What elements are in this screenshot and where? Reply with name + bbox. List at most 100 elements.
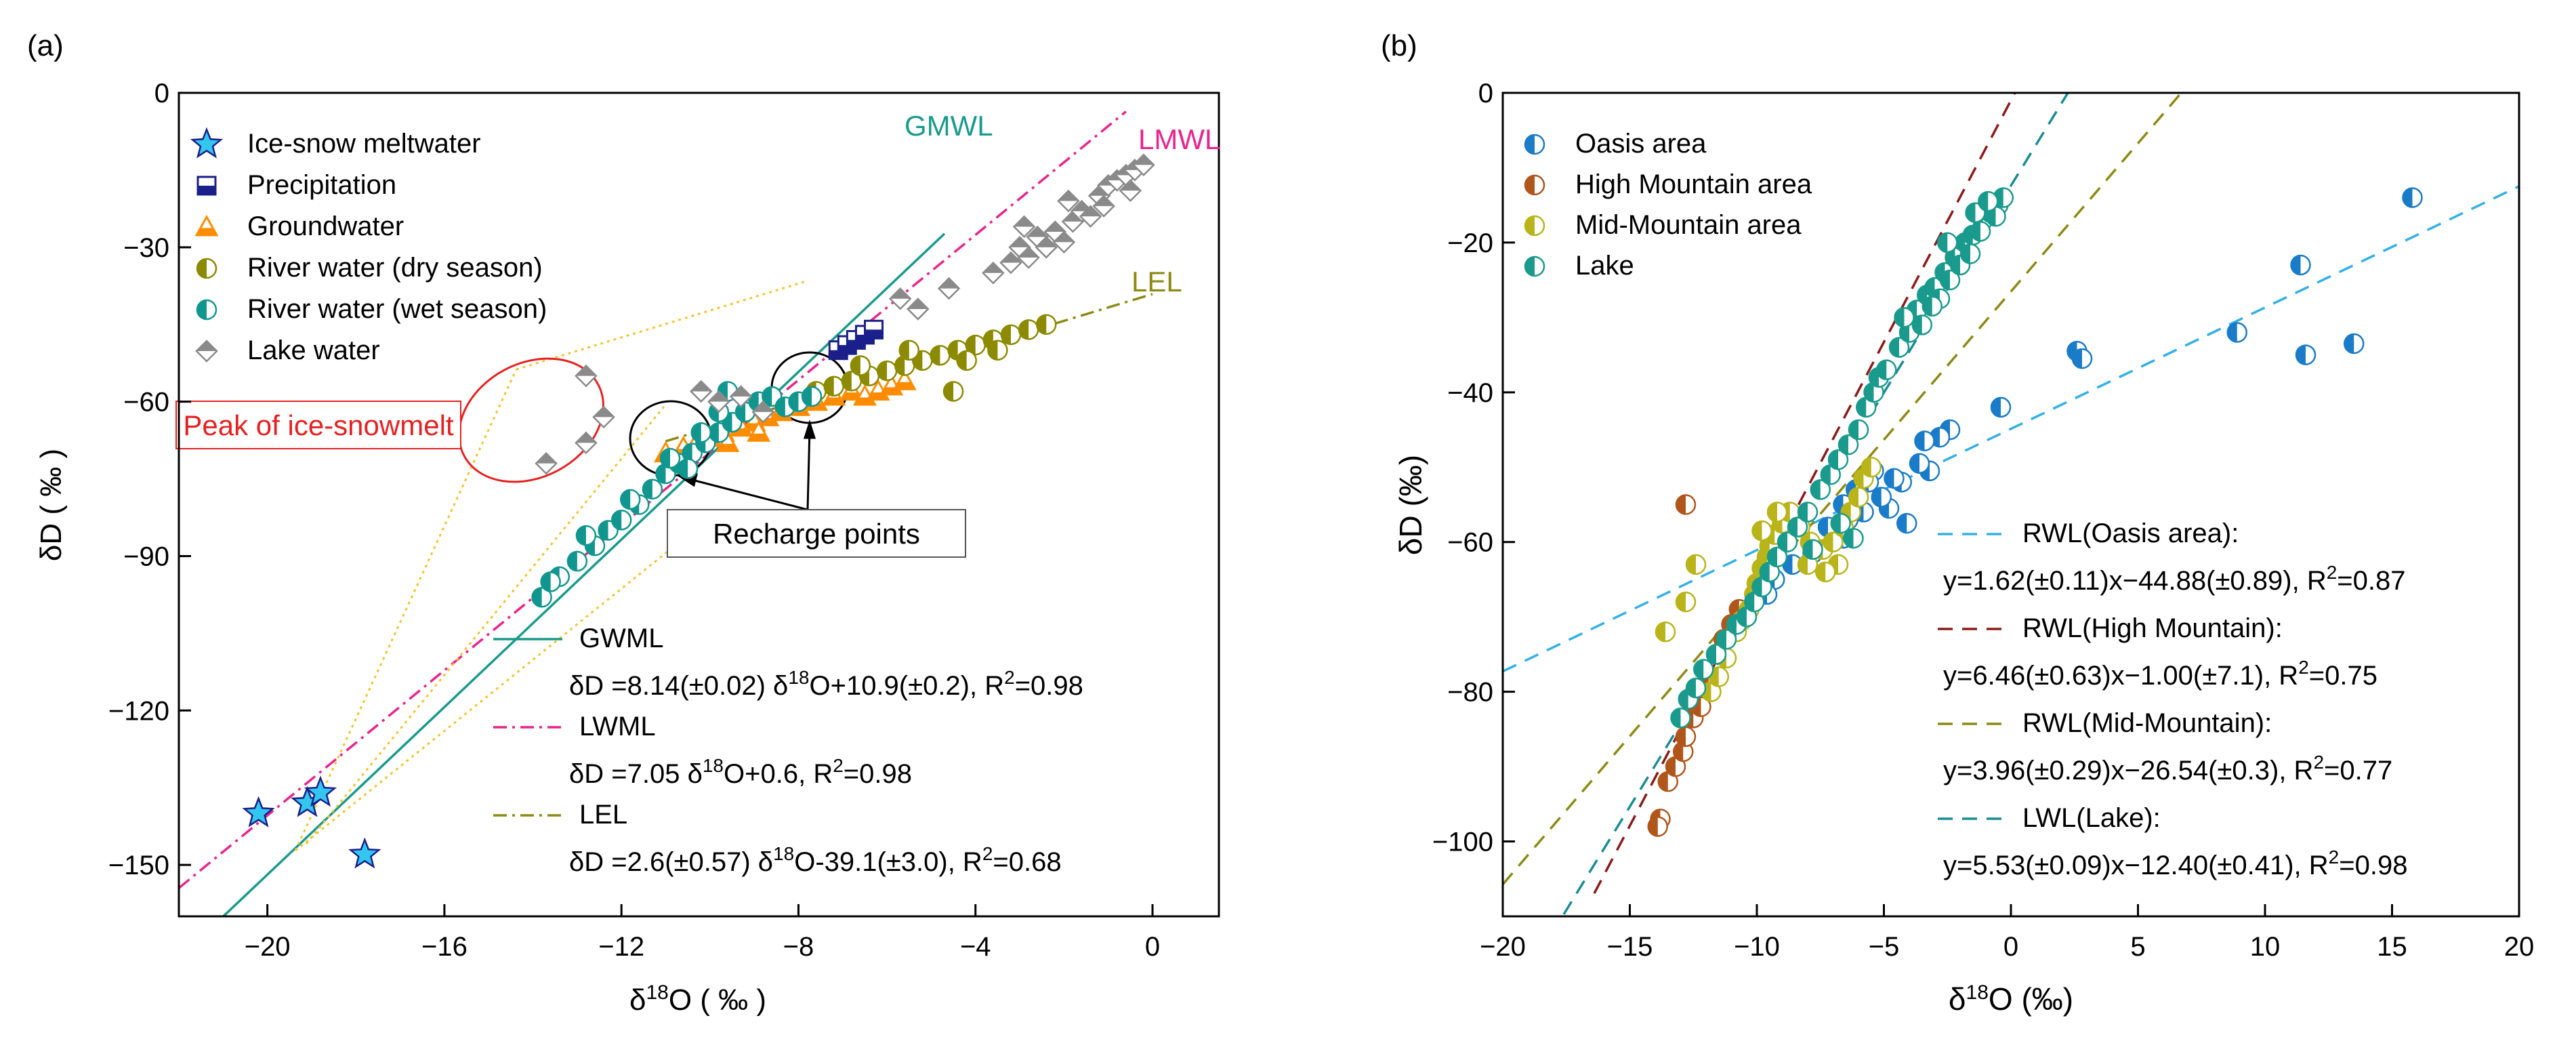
y-tick-label: −30 <box>123 233 169 263</box>
legend-marker-fill <box>1525 176 1535 195</box>
fit-legend-name: LWL(Lake): <box>2022 803 2161 833</box>
line-label-lmwl: LMWL <box>1138 123 1220 155</box>
point-oasis-area-fill <box>1819 517 1828 537</box>
point-lake-fill <box>1798 502 1808 522</box>
point-oasis-area-fill <box>1871 487 1882 507</box>
point-lake-fill <box>1717 630 1726 649</box>
point-lake-fill <box>1752 577 1762 596</box>
point-lake <box>1705 644 1727 665</box>
point-lake-water <box>729 385 753 408</box>
point-lake-water-fill <box>938 278 959 289</box>
recharge-label: Recharge points <box>713 518 920 550</box>
panel-a-points <box>242 153 1155 869</box>
point-lake-water-fill <box>1018 247 1039 258</box>
fit-line-gmwl <box>222 232 946 916</box>
panel-b-axes: −20 −15 −10 −5 0 5 10 15 20 0 −20 −40 −60 −80 −100 <box>1432 79 2534 962</box>
point-lake <box>1827 449 1849 470</box>
point-oasis-area <box>1929 426 1951 448</box>
point-lake-water-fill <box>536 453 557 464</box>
point-river-water-wet-season- <box>620 489 641 510</box>
point-lake-fill <box>1971 222 1980 241</box>
point-precipitation-fill <box>865 329 883 339</box>
point-lake <box>1888 337 1910 358</box>
point-river-water-dry-season--fill <box>895 356 905 375</box>
point-oasis-area-fill <box>1884 468 1894 488</box>
legend-entry-label: High Mountain area <box>1575 169 1812 199</box>
y-tick-label: −150 <box>108 851 169 880</box>
point-river-water-dry-season--fill <box>1037 314 1047 334</box>
x-tick-label: 0 <box>2003 932 2018 962</box>
point-lake-fill <box>1707 645 1716 664</box>
y-tick-label: −120 <box>108 696 169 726</box>
point-river-water-dry-season--fill <box>957 350 967 370</box>
legend-marker <box>1524 134 1545 155</box>
point-mid-mountain-area-fill <box>1656 622 1665 642</box>
point-lake-water <box>999 251 1022 274</box>
x-tick-label: 0 <box>1145 932 1160 962</box>
point-river-water-wet-season- <box>659 447 681 469</box>
point-oasis-area-fill <box>1897 514 1907 533</box>
point-lake-water-fill <box>1133 155 1154 165</box>
point-lake-fill <box>1938 232 1948 252</box>
point-river-water-wet-season--fill <box>709 423 719 443</box>
point-oasis-area <box>2226 322 2247 343</box>
x-tick-label: −20 <box>1480 932 1526 962</box>
point-river-water-dry-season- <box>965 334 986 356</box>
point-mid-mountain-area-fill <box>1752 521 1762 541</box>
legend-marker-fill <box>1525 257 1535 276</box>
point-river-water-wet-season- <box>690 422 712 443</box>
legend-marker-fill <box>198 186 215 195</box>
point-lake-water <box>1035 236 1058 259</box>
point-groundwater-fill <box>748 433 769 441</box>
point-lake-fill <box>1864 382 1874 402</box>
fit-legend-name: LWML <box>579 712 656 741</box>
point-river-water-dry-season- <box>987 340 1008 361</box>
point-river-water-dry-season- <box>1000 324 1022 346</box>
point-lake <box>1894 307 1915 328</box>
point-lake-water <box>1012 215 1036 239</box>
x-tick-label: 5 <box>2130 932 2145 962</box>
point-lake-fill <box>1940 270 1950 290</box>
point-oasis-area-fill <box>2403 188 2413 207</box>
legend-marker <box>196 258 217 279</box>
point-river-water-dry-season--fill <box>944 382 954 401</box>
point-lake <box>1939 269 1961 291</box>
point-river-water-wet-season- <box>677 458 699 479</box>
point-high-mountain-area <box>1675 726 1697 748</box>
point-oasis-area-fill <box>1910 453 1919 473</box>
point-groundwater-fill <box>841 392 862 400</box>
y-tick-label: −100 <box>1432 828 1493 857</box>
legend-entry-label: Oasis area <box>1575 129 1707 159</box>
point-mid-mountain-area-fill <box>1768 502 1777 522</box>
point-lake-water-fill <box>690 381 711 392</box>
point-lake <box>1777 531 1798 552</box>
point-river-water-wet-season--fill <box>541 572 551 592</box>
point-lake-fill <box>1788 517 1798 537</box>
point-river-water-wet-season- <box>575 525 597 546</box>
point-lake-water <box>751 401 774 424</box>
line-label-gmwl: GMWL <box>905 110 993 142</box>
point-mid-mountain-area <box>1766 502 1788 523</box>
point-oasis-area <box>1884 468 1905 489</box>
legend-marker <box>194 214 219 237</box>
point-high-mountain-area <box>1675 494 1697 515</box>
panel-a: (a) Peak of ice-snowmelt Recharge points… <box>27 29 1220 1017</box>
point-lake-water <box>1052 230 1076 253</box>
point-river-water-dry-season--fill <box>899 340 909 360</box>
point-lake-fill <box>1760 562 1770 582</box>
point-river-water-wet-season--fill <box>661 449 671 468</box>
point-river-water-dry-season- <box>898 340 920 361</box>
point-river-water-wet-season- <box>540 571 561 592</box>
point-high-mountain-area <box>1665 756 1686 777</box>
x-tick-label: −10 <box>1734 932 1780 962</box>
point-groundwater-fill <box>894 382 915 390</box>
point-lake-fill <box>1694 659 1704 679</box>
point-lake <box>1937 232 1958 253</box>
fit-legend-equation: δD =7.05 δ18O+0.6, R2=0.98 <box>569 755 912 789</box>
panel-a-axes: −20 −16 −12 −8 −4 0 0 −30 −60 −90 −120 −150 GMWL LMWL… <box>108 79 1220 962</box>
point-lake-fill <box>1894 308 1905 327</box>
point-lake <box>1921 296 1943 317</box>
point-lake-water-fill <box>1094 196 1115 207</box>
x-tick-label: −8 <box>783 932 814 962</box>
